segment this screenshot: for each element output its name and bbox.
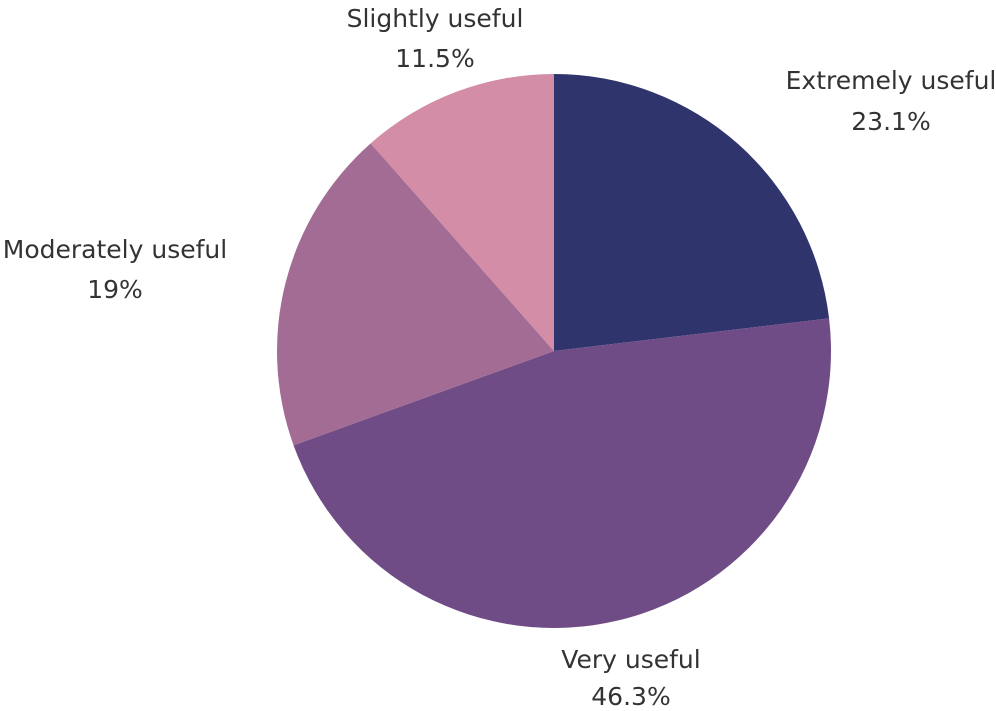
- slice-label: Moderately useful: [3, 235, 227, 264]
- slice-labels: Extremely useful 23.1% Very useful 46.3% Mod…: [3, 4, 996, 711]
- slice-value-label: 23.1%: [851, 107, 930, 136]
- slice-label: Very useful: [561, 645, 700, 674]
- pie-slice-slightly-useful: [370, 74, 554, 351]
- pie-slice-moderately-useful: [277, 143, 554, 446]
- pie-slices: [277, 74, 832, 629]
- slice-value-label: 11.5%: [395, 44, 474, 73]
- slice-label: Slightly useful: [347, 4, 524, 33]
- slice-label: Extremely useful: [786, 66, 996, 95]
- slice-value-label: 19%: [87, 275, 143, 304]
- slice-value-label: 46.3%: [591, 682, 670, 711]
- pie-slice-very-useful: [293, 318, 832, 629]
- pie-slice-extremely-useful: [554, 74, 830, 351]
